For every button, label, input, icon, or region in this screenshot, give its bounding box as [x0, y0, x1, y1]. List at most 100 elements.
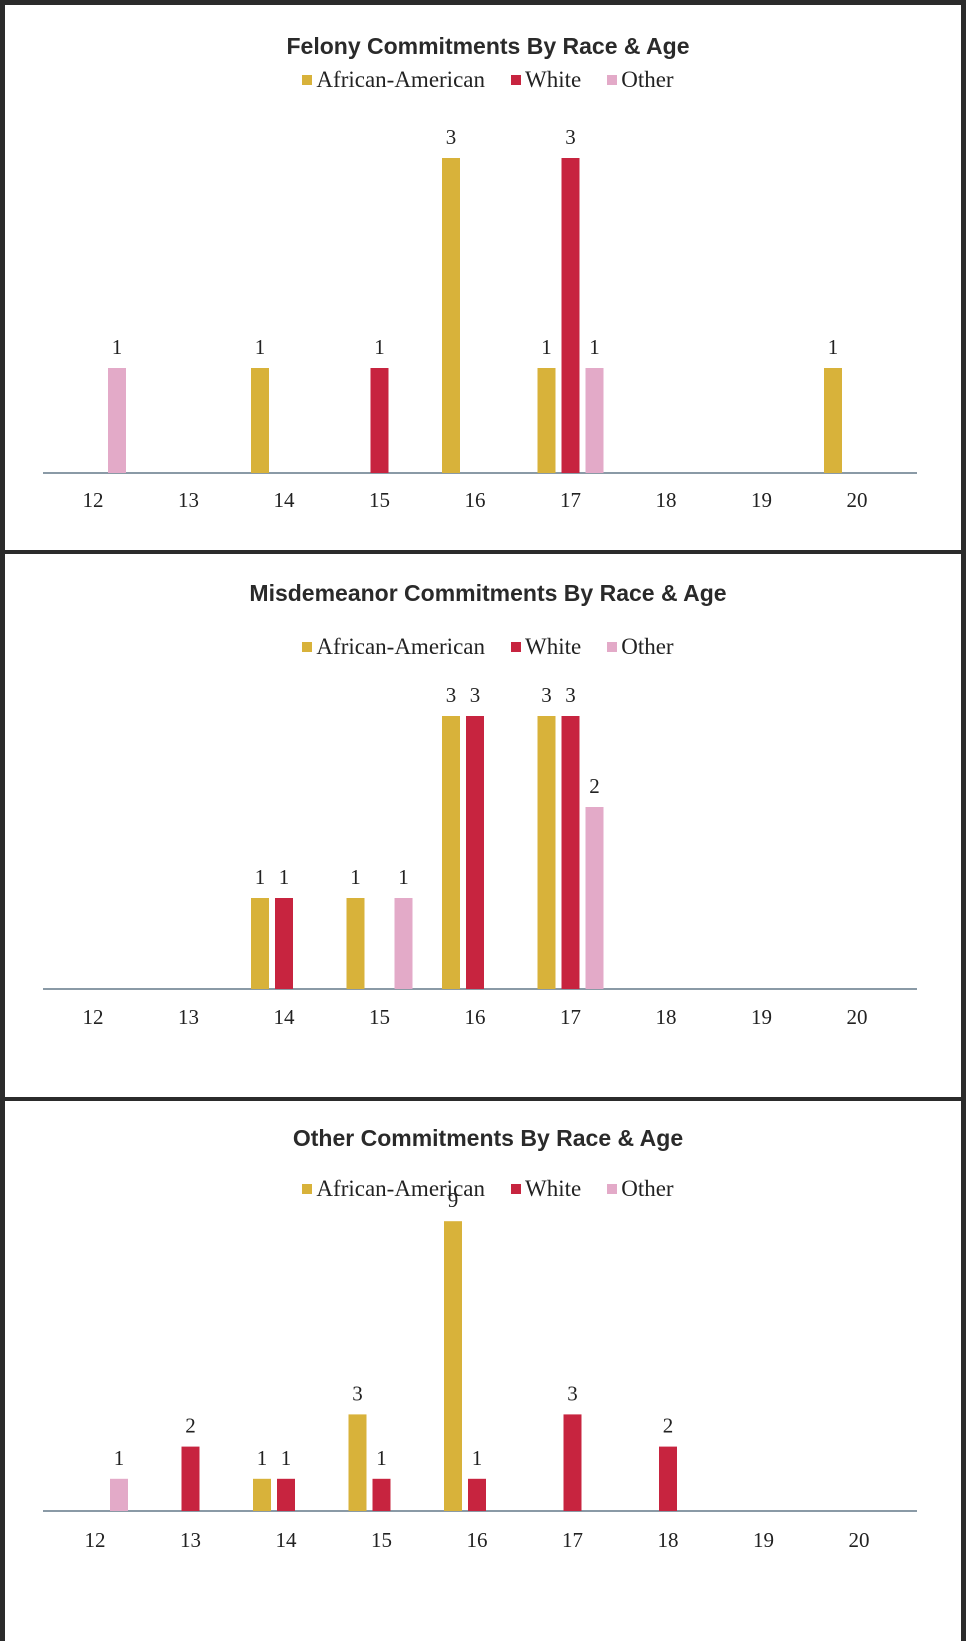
x-tick-label: 19: [751, 488, 772, 512]
other-legend: African-American White Other: [5, 1176, 966, 1202]
x-tick-label: 14: [274, 488, 296, 512]
felony-chart-title: Felony Commitments By Race & Age: [286, 33, 690, 59]
x-tick-label: 16: [465, 488, 486, 512]
bar-white-age-14: [277, 1478, 295, 1511]
bar-african-american-age-16: [442, 716, 460, 989]
legend-label-white: White: [525, 634, 582, 659]
misdemeanor-chart-title: Misdemeanor Commitments By Race & Age: [249, 580, 727, 606]
legend-swatch-white: [511, 642, 521, 652]
x-tick-label: 20: [847, 488, 868, 512]
legend-item-other: Other: [607, 1176, 674, 1202]
bar-african-american-age-17: [537, 716, 556, 989]
legend-label-white: White: [525, 67, 582, 92]
data-label-white-age-16: 1: [472, 1446, 483, 1470]
bar-african-american-age-16: [444, 1221, 462, 1511]
legend-item-white: White: [511, 67, 581, 93]
legend-label-other: Other: [621, 1176, 674, 1201]
x-tick-label: 12: [83, 488, 104, 512]
x-tick-label: 15: [371, 1528, 392, 1552]
bar-white-age-17: [561, 158, 580, 473]
x-tick-label: 16: [467, 1528, 488, 1552]
other-panel: Other Commitments By Race & Age African-…: [0, 1101, 966, 1641]
legend-label-white: White: [525, 1176, 582, 1201]
data-label-white-age-15: 1: [374, 335, 385, 359]
legend-item-white: White: [511, 634, 581, 660]
legend-swatch-african-american: [302, 1184, 313, 1194]
legend-item-other: Other: [607, 634, 674, 660]
data-label-white-age-18: 2: [663, 1414, 674, 1438]
x-tick-label: 14: [276, 1528, 298, 1552]
misdemeanor-panel: Misdemeanor Commitments By Race & Age Af…: [0, 554, 966, 1099]
data-label-white-age-13: 2: [185, 1414, 196, 1438]
x-tick-label: 19: [751, 1005, 772, 1029]
bar-african-american-age-16: [442, 158, 460, 473]
data-label-white-age-14: 1: [281, 1446, 292, 1470]
legend-swatch-other: [607, 642, 618, 652]
legend-swatch-african-american: [302, 642, 313, 652]
bar-white-age-16: [466, 716, 484, 989]
x-tick-label: 17: [560, 488, 581, 512]
bar-african-american-age-17: [537, 368, 556, 473]
data-label-african-american-age-17: 3: [541, 683, 552, 707]
x-tick-label: 19: [753, 1528, 774, 1552]
legend-item-white: White: [511, 1176, 581, 1202]
legend-label-african-american: African-American: [316, 67, 485, 92]
data-label-white-age-14: 1: [279, 865, 290, 889]
other-chart-title: Other Commitments By Race & Age: [292, 1125, 684, 1151]
bar-african-american-age-14: [253, 1478, 271, 1511]
data-label-african-american-age-16: 3: [446, 125, 457, 149]
data-label-african-american-age-15: 1: [350, 865, 361, 889]
data-label-other-age-17: 1: [589, 335, 600, 359]
x-tick-label: 18: [656, 488, 677, 512]
x-tick-label: 15: [369, 1005, 390, 1029]
bar-white-age-15: [370, 368, 389, 473]
x-tick-label: 20: [849, 1528, 870, 1552]
x-tick-label: 17: [562, 1528, 583, 1552]
data-label-other-age-15: 1: [398, 865, 409, 889]
x-tick-label: 14: [274, 1005, 296, 1029]
bar-african-american-age-15: [348, 1414, 367, 1511]
data-label-white-age-17: 3: [565, 125, 576, 149]
legend-item-african-american: African-American: [302, 1176, 485, 1202]
bar-white-age-18: [659, 1446, 677, 1511]
bar-white-age-17: [563, 1414, 582, 1511]
data-label-african-american-age-16: 3: [446, 683, 457, 707]
x-tick-label: 12: [85, 1528, 106, 1552]
felony-panel: Felony Commitments By Race & Age African…: [0, 0, 966, 552]
data-label-white-age-17: 3: [565, 683, 576, 707]
bar-other-age-17: [585, 807, 604, 989]
x-tick-label: 17: [560, 1005, 581, 1029]
data-label-african-american-age-17: 1: [541, 335, 552, 359]
legend-label-other: Other: [621, 634, 674, 659]
data-label-white-age-17: 3: [567, 1381, 578, 1405]
data-label-other-age-17: 2: [589, 774, 600, 798]
x-tick-label: 13: [180, 1528, 201, 1552]
bar-other-age-12: [108, 368, 126, 473]
x-tick-label: 18: [658, 1528, 679, 1552]
data-label-african-american-age-14: 1: [257, 1446, 268, 1470]
data-label-other-age-12: 1: [114, 1446, 125, 1470]
data-label-african-american-age-14: 1: [255, 335, 266, 359]
x-tick-label: 12: [83, 1005, 104, 1029]
bar-white-age-14: [275, 898, 293, 989]
legend-item-african-american: African-American: [302, 634, 485, 660]
misdemeanor-legend: African-American White Other: [5, 634, 966, 660]
bar-other-age-17: [585, 368, 604, 473]
x-tick-label: 15: [369, 488, 390, 512]
bar-white-age-15: [372, 1478, 391, 1511]
bar-african-american-age-15: [346, 898, 365, 989]
bar-other-age-15: [394, 898, 413, 989]
bar-white-age-13: [181, 1446, 200, 1511]
legend-item-other: Other: [607, 67, 674, 93]
legend-label-other: Other: [621, 67, 674, 92]
data-label-african-american-age-15: 3: [352, 1381, 363, 1405]
x-tick-label: 20: [847, 1005, 868, 1029]
data-label-african-american-age-14: 1: [255, 865, 266, 889]
x-tick-label: 16: [465, 1005, 486, 1029]
legend-label-african-american: African-American: [316, 1176, 485, 1201]
legend-swatch-white: [511, 1184, 521, 1194]
legend-label-african-american: African-American: [316, 634, 485, 659]
panel-divider: [0, 1097, 966, 1101]
